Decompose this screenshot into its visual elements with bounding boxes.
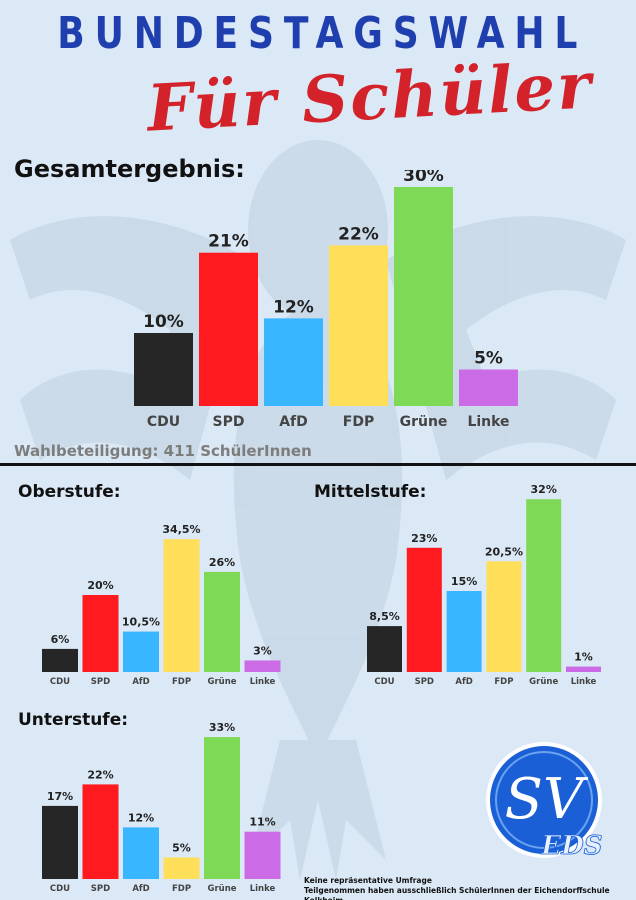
oberstufe-value-label-cdu: 6%: [51, 633, 70, 646]
gesamt-bar-cdu: [134, 333, 193, 406]
oberstufe-bar-cdu: [42, 648, 78, 672]
oberstufe-category-label-grüne: Grüne: [207, 677, 236, 687]
gesamt-value-label-afd: 12%: [273, 297, 314, 317]
oberstufe-bar-fdp: [163, 539, 200, 672]
footer-line-2: Teilgenommen haben ausschließlich Schüle…: [304, 886, 610, 900]
gesamt-bar-fdp: [329, 245, 388, 406]
unterstufe-category-label-afd: AfD: [132, 884, 149, 894]
gesamt-value-label-linke: 5%: [474, 349, 503, 369]
oberstufe-value-label-grüne: 26%: [209, 556, 235, 569]
footer-line-1: Keine repräsentative Umfrage: [304, 876, 432, 885]
oberstufe-category-label-linke: Linke: [250, 677, 276, 687]
gesamt-bar-linke: [459, 369, 518, 406]
section-divider: [0, 463, 636, 466]
oberstufe-bar-afd: [123, 631, 159, 672]
oberstufe-value-label-spd: 20%: [87, 579, 113, 592]
mittelstufe-bar-afd: [446, 591, 482, 672]
oberstufe-category-label-fdp: FDP: [172, 677, 191, 687]
gesamt-category-label-grüne: Grüne: [400, 414, 448, 430]
unterstufe-bar-fdp: [163, 857, 200, 879]
footer-note: Keine repräsentative Umfrage Teilgenomme…: [304, 876, 636, 900]
oberstufe-value-label-fdp: 34,5%: [162, 523, 200, 536]
unterstufe-bar-afd: [123, 827, 159, 879]
gesamt-bar-afd: [264, 318, 323, 406]
gesamt-chart-svg: 10% CDU 21% SPD 12% AfD 22% FDP 30% Grüne 5% Linke: [134, 170, 518, 430]
unterstufe-value-label-linke: 11%: [249, 816, 275, 829]
unterstufe-chart: 17% CDU 22% SPD 12% AfD 5% FDP 33% Grüne 11% Linke: [38, 705, 288, 895]
overall-result-chart: 10% CDU 21% SPD 12% AfD 22% FDP 30% Grüne 5% Linke: [130, 170, 540, 430]
unterstufe-value-label-fdp: 5%: [172, 842, 191, 855]
mittelstufe-title: Mittelstufe:: [314, 482, 427, 502]
mittelstufe-category-label-grüne: Grüne: [529, 677, 558, 687]
mittelstufe-bar-fdp: [486, 561, 522, 672]
mittelstufe-category-label-cdu: CDU: [374, 677, 394, 687]
gesamt-category-label-fdp: FDP: [343, 414, 374, 430]
mittelstufe-value-label-fdp: 20,5%: [485, 545, 523, 558]
participation-text: Wahlbeteiligung: 411 SchülerInnen: [14, 442, 312, 460]
oberstufe-value-label-linke: 3%: [253, 644, 272, 657]
unterstufe-bar-linke: [244, 831, 281, 879]
unterstufe-value-label-grüne: 33%: [209, 721, 235, 734]
oberstufe-bar-grüne: [204, 571, 240, 672]
gesamt-category-label-afd: AfD: [279, 414, 308, 430]
unterstufe-bar-spd: [82, 784, 119, 879]
mittelstufe-category-label-fdp: FDP: [494, 677, 513, 687]
oberstufe-category-label-spd: SPD: [91, 677, 110, 687]
mittelstufe-value-label-afd: 15%: [451, 575, 477, 588]
mittelstufe-value-label-linke: 1%: [574, 651, 593, 664]
unterstufe-title: Unterstufe:: [18, 710, 129, 730]
unterstufe-chart-svg: 17% CDU 22% SPD 12% AfD 5% FDP 33% Grüne 11% Linke: [42, 721, 281, 894]
mittelstufe-value-label-cdu: 8,5%: [369, 610, 400, 623]
overall-result-title: Gesamtergebnis:: [14, 155, 245, 183]
gesamt-value-label-grüne: 30%: [403, 170, 444, 186]
unterstufe-value-label-afd: 12%: [128, 811, 154, 824]
logo-main-text: SV: [505, 767, 589, 832]
oberstufe-value-label-afd: 10,5%: [122, 616, 160, 629]
gesamt-value-label-cdu: 10%: [143, 312, 184, 332]
mittelstufe-category-label-linke: Linke: [571, 677, 597, 687]
oberstufe-chart-svg: 6% CDU 20% SPD 10,5% AfD 34,5% FDP 26% Grüne 3% Lin…: [42, 523, 281, 687]
unterstufe-category-label-grüne: Grüne: [207, 884, 236, 894]
sv-eds-logo: SV EDS: [486, 742, 603, 861]
unterstufe-category-label-linke: Linke: [250, 884, 276, 894]
gesamt-value-label-fdp: 22%: [338, 224, 379, 244]
oberstufe-category-label-cdu: CDU: [50, 677, 70, 687]
mittelstufe-category-label-afd: AfD: [455, 677, 472, 687]
oberstufe-title: Oberstufe:: [18, 482, 121, 502]
gesamt-bar-grüne: [394, 187, 453, 406]
oberstufe-bar-spd: [82, 595, 119, 672]
mittelstufe-bar-linke: [566, 666, 601, 672]
unterstufe-category-label-cdu: CDU: [50, 884, 70, 894]
gesamt-bar-spd: [199, 252, 258, 406]
unterstufe-bar-cdu: [42, 805, 78, 879]
unterstufe-value-label-spd: 22%: [87, 768, 113, 781]
mittelstufe-value-label-spd: 23%: [411, 532, 437, 545]
mittelstufe-value-label-grüne: 32%: [531, 483, 557, 496]
unterstufe-bar-grüne: [204, 737, 240, 879]
mittelstufe-bar-spd: [406, 547, 442, 672]
gesamt-value-label-spd: 21%: [208, 232, 249, 252]
unterstufe-value-label-cdu: 17%: [47, 790, 73, 803]
oberstufe-bar-linke: [244, 660, 281, 672]
mittelstufe-bar-cdu: [367, 626, 402, 672]
mittelstufe-chart-svg: 8,5% CDU 23% SPD 15% AfD 20,5% FDP 32% Grüne 1% Lin…: [367, 483, 601, 687]
mittelstufe-chart: 8,5% CDU 23% SPD 15% AfD 20,5% FDP 32% Grüne 1% Lin…: [363, 474, 613, 688]
gesamt-category-label-cdu: CDU: [147, 414, 180, 430]
page-title: BUNDESTAGSWAHL: [57, 8, 588, 59]
oberstufe-chart: 6% CDU 20% SPD 10,5% AfD 34,5% FDP 26% Grüne 3% Lin…: [38, 520, 288, 688]
gesamt-category-label-spd: SPD: [213, 414, 245, 430]
unterstufe-category-label-fdp: FDP: [172, 884, 191, 894]
mittelstufe-category-label-spd: SPD: [415, 677, 434, 687]
logo-sub-text: EDS: [540, 831, 602, 861]
unterstufe-category-label-spd: SPD: [91, 884, 110, 894]
mittelstufe-bar-grüne: [526, 499, 562, 672]
oberstufe-category-label-afd: AfD: [132, 677, 149, 687]
gesamt-category-label-linke: Linke: [467, 414, 509, 430]
